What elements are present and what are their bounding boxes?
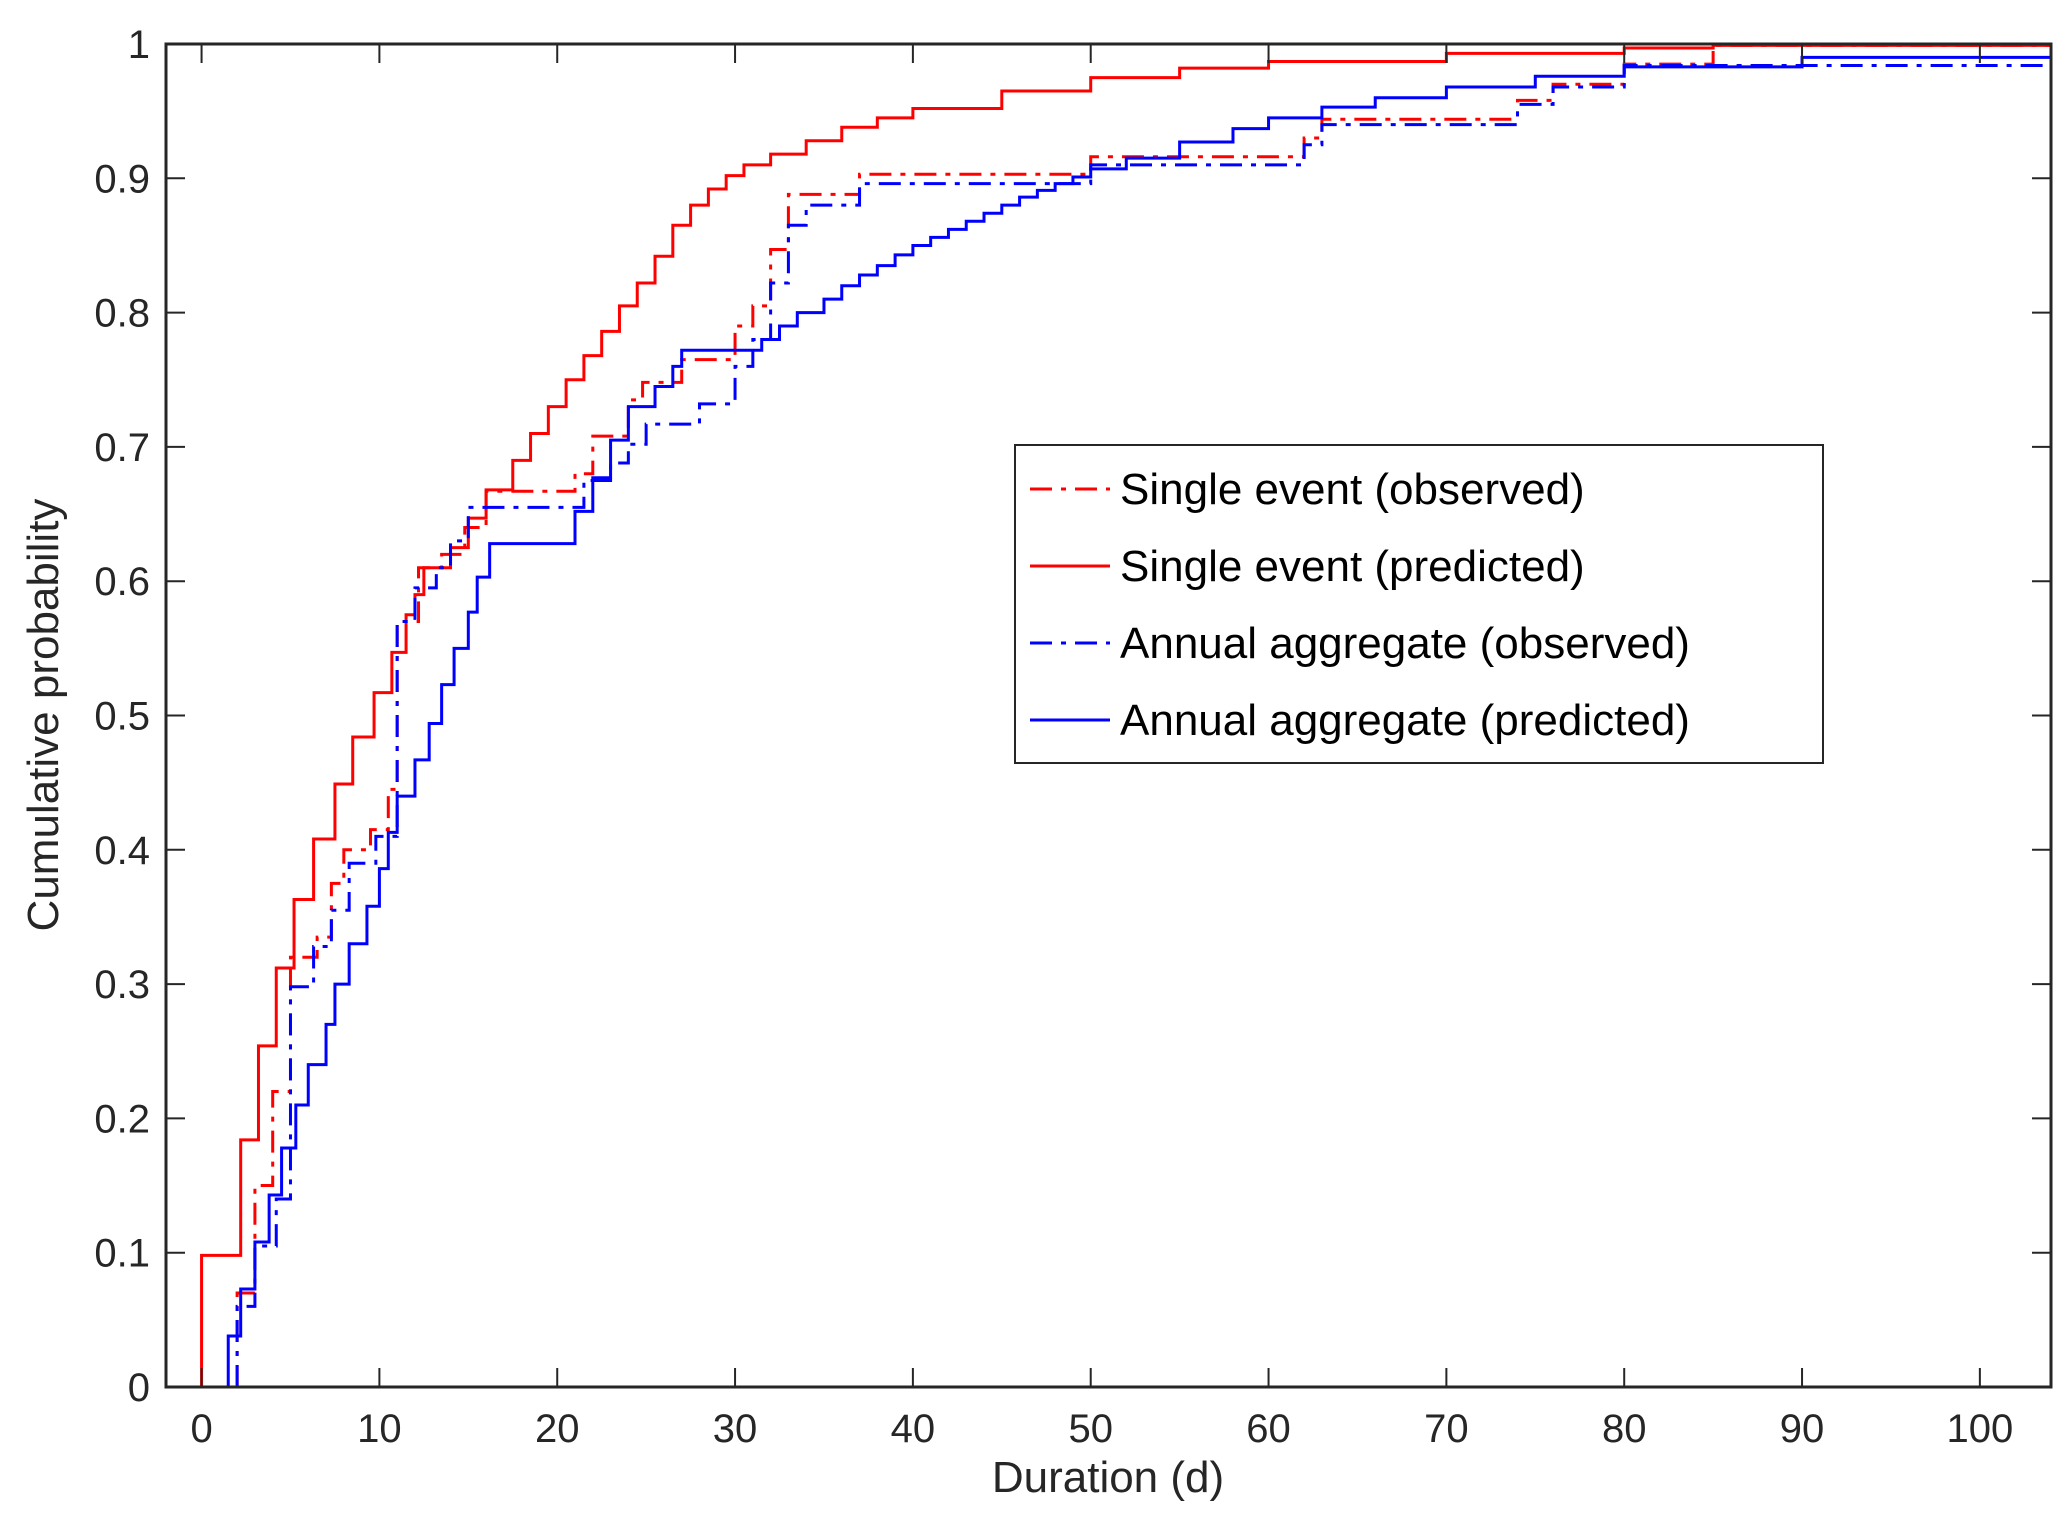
x-tick-label: 90 xyxy=(1780,1407,1825,1451)
y-tick-label: 0.7 xyxy=(94,426,150,470)
legend-box xyxy=(1014,444,1824,764)
series-line-single-event-observed xyxy=(235,43,2051,1387)
y-tick-label: 0.1 xyxy=(94,1232,150,1276)
x-tick-label: 20 xyxy=(535,1407,580,1451)
y-tick-label: 0.8 xyxy=(94,292,150,336)
x-tick-label: 50 xyxy=(1068,1407,1113,1451)
x-tick-label: 40 xyxy=(891,1407,936,1451)
y-tick-label: 0.3 xyxy=(94,963,150,1007)
axes-layer: 0 10 20 30 40 50 60 70 80 90 100 0 0.1 0.2 0.3 0.4 0.5 0.… xyxy=(94,23,2053,1451)
x-tick-label: 30 xyxy=(713,1407,758,1451)
y-tick-label: 0.5 xyxy=(94,695,150,739)
x-tick-label: 80 xyxy=(1602,1407,1647,1451)
legend-label: Single event (predicted) xyxy=(1120,542,1585,591)
x-tick-label: 0 xyxy=(190,1407,212,1451)
y-axis-label: Cumulative probability xyxy=(19,499,68,932)
legend-label: Annual aggregate (predicted) xyxy=(1120,696,1690,745)
series-layer xyxy=(200,43,2053,1387)
y-tick-label: 0.2 xyxy=(94,1097,150,1141)
x-tick-label: 70 xyxy=(1424,1407,1469,1451)
series-line-annual-aggregate-observed xyxy=(235,63,2051,1387)
series-line-single-event-predicted xyxy=(200,43,2053,1387)
x-tick-label: 10 xyxy=(357,1407,402,1451)
x-axis-label: Duration (d) xyxy=(992,1453,1224,1502)
legend-label: Single event (observed) xyxy=(1120,465,1585,514)
legend-label: Annual aggregate (observed) xyxy=(1120,619,1690,668)
x-tick-label: 60 xyxy=(1246,1407,1291,1451)
y-tick-label: 1 xyxy=(128,23,150,67)
y-tick-label: 0.4 xyxy=(94,829,150,873)
y-tick-label: 0.6 xyxy=(94,560,150,604)
legend: Single event (observed) Single event (pre… xyxy=(1014,444,1824,764)
x-tick-label: 100 xyxy=(1946,1407,2013,1451)
series-line-annual-aggregate-predicted xyxy=(226,49,2053,1387)
y-tick-label: 0 xyxy=(128,1366,150,1410)
y-tick-label: 0.9 xyxy=(94,157,150,201)
